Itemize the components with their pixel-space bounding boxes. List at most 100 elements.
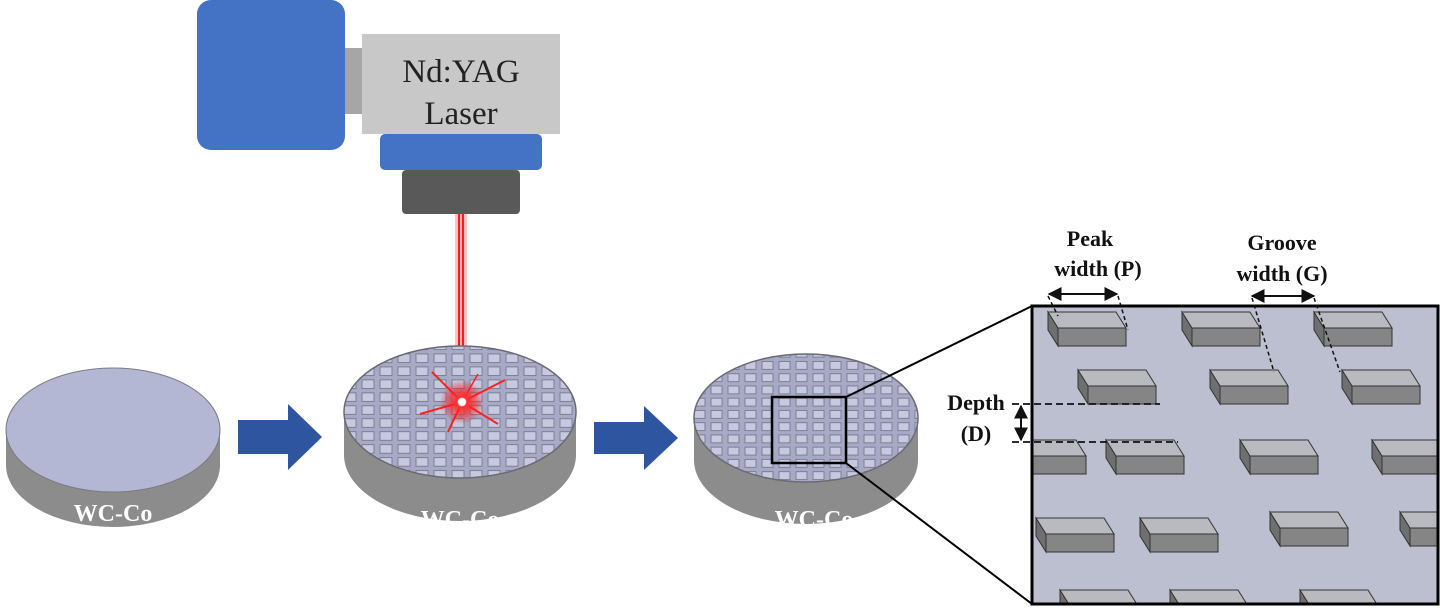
texture-cell xyxy=(710,409,723,419)
texture-cell xyxy=(578,341,590,350)
texture-cell xyxy=(415,457,429,467)
texture-cell xyxy=(433,470,447,478)
texture-cell xyxy=(778,434,791,444)
peak-width-label-line2: width (P) xyxy=(1054,256,1141,281)
texture-cell xyxy=(677,337,688,345)
texture-cell xyxy=(344,328,356,337)
texture-cell xyxy=(710,373,723,383)
texture-cell xyxy=(694,337,705,345)
groove-width-label-line2: width (G) xyxy=(1236,261,1327,286)
zoom-region-marker xyxy=(770,395,848,465)
texture-cell xyxy=(578,328,590,337)
texture-cell xyxy=(727,360,740,370)
laser-unit: Nd:YAG Laser xyxy=(197,0,560,214)
texture-cell xyxy=(745,337,756,345)
texture-cell xyxy=(415,418,429,428)
texture-cell xyxy=(829,373,842,383)
texture-cell xyxy=(451,353,465,364)
texture-cell xyxy=(379,431,393,441)
surface-peak xyxy=(1181,310,1261,348)
texture-cell xyxy=(829,446,842,456)
texture-cell xyxy=(415,392,429,402)
texture-cell xyxy=(863,446,876,456)
texture-cell xyxy=(505,444,519,454)
surface-peak xyxy=(1035,516,1115,554)
texture-cell xyxy=(397,444,411,454)
texture-cell xyxy=(812,446,825,456)
texture-cell xyxy=(361,346,375,351)
texture-cell xyxy=(344,353,357,364)
texture-cell xyxy=(559,346,573,351)
texture-cell xyxy=(506,328,518,337)
texture-cell xyxy=(932,484,943,492)
texture-cell xyxy=(897,397,910,407)
texture-cell xyxy=(415,444,429,454)
texture-cell xyxy=(451,431,465,441)
texture-cell xyxy=(397,405,411,415)
texture-cell xyxy=(795,373,808,383)
texture-cell xyxy=(795,360,808,370)
texture-cell xyxy=(829,409,842,419)
surface-peak xyxy=(1059,588,1138,604)
texture-cell xyxy=(379,379,393,389)
texture-cell xyxy=(326,419,338,428)
texture-cell xyxy=(795,446,808,456)
texture-cell xyxy=(812,354,825,358)
texture-cell xyxy=(578,367,590,376)
texture-cell xyxy=(578,458,590,467)
texture-cell xyxy=(863,397,876,407)
texture-cell xyxy=(541,346,555,351)
texture-cell xyxy=(361,379,375,389)
texture-cell xyxy=(710,422,723,432)
texture-cell xyxy=(915,496,926,504)
texture-cell xyxy=(744,373,757,383)
texture-cell xyxy=(710,360,723,370)
groove-width-annotation: Groove width (G) xyxy=(1236,230,1341,373)
texture-cell xyxy=(694,422,706,432)
texture-cell xyxy=(523,392,537,402)
texture-cell xyxy=(778,471,791,481)
texture-cell xyxy=(523,431,537,441)
texture-cell xyxy=(795,422,808,432)
texture-cell xyxy=(379,444,393,454)
texture-cell xyxy=(541,431,555,441)
texture-cell xyxy=(433,444,447,454)
texture-cell xyxy=(812,360,825,370)
surface-peak xyxy=(1169,588,1248,604)
texture-cell xyxy=(416,328,428,337)
texture-cell xyxy=(451,346,465,351)
texture-cell xyxy=(795,471,808,481)
texture-cell xyxy=(451,366,465,377)
texture-cell xyxy=(744,422,757,432)
texture-cell xyxy=(677,386,688,394)
texture-cell xyxy=(505,457,519,467)
surface-peak xyxy=(1371,438,1438,476)
texture-cell xyxy=(469,444,483,454)
texture-cell xyxy=(469,457,483,467)
zoom-connector-line xyxy=(845,305,1033,398)
peak-width-label-line1: Peak xyxy=(1067,226,1114,251)
texture-cell xyxy=(863,434,876,444)
texture-cell xyxy=(829,360,842,370)
texture-cell xyxy=(897,422,910,432)
texture-cell xyxy=(578,432,590,441)
texture-cell xyxy=(846,397,859,407)
texture-cell xyxy=(795,354,808,358)
surface-peak xyxy=(1105,438,1185,476)
texture-cell xyxy=(523,444,537,454)
texture-cell xyxy=(812,397,825,407)
texture-cell xyxy=(677,361,688,369)
texture-cell xyxy=(505,346,519,351)
texture-cell xyxy=(326,354,338,363)
texture-cell xyxy=(505,366,519,377)
texture-cell xyxy=(434,328,446,337)
texture-cell xyxy=(932,386,943,394)
texture-cell xyxy=(541,405,555,415)
texture-cell xyxy=(326,458,338,467)
surface-peak xyxy=(1077,368,1157,406)
texture-cell xyxy=(433,366,447,377)
texture-cell xyxy=(897,409,910,419)
texture-cell xyxy=(829,397,842,407)
disk-textured: WC-Co xyxy=(677,337,943,533)
